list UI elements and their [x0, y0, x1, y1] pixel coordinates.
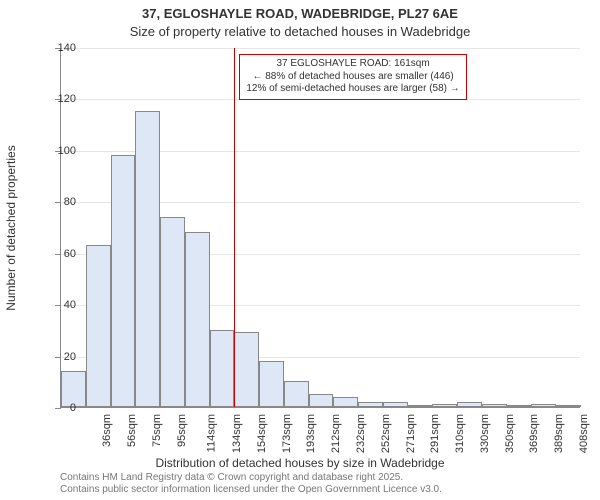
y-tick-label: 20	[36, 351, 76, 363]
annotation-line: 12% of semi-detached houses are larger (…	[246, 83, 459, 96]
y-tick-label: 140	[36, 42, 76, 54]
x-tick-label: 56sqm	[126, 414, 138, 447]
y-axis-label: Number of detached properties	[4, 145, 18, 310]
histogram-bar	[383, 402, 408, 407]
plot-area	[60, 48, 580, 408]
x-tick-label: 310sqm	[454, 414, 466, 453]
annotation-box: 37 EGLOSHAYLE ROAD: 161sqm← 88% of detac…	[239, 54, 466, 100]
x-tick-label: 291sqm	[429, 414, 441, 453]
chart-subtitle: Size of property relative to detached ho…	[0, 24, 600, 39]
x-tick-label: 154sqm	[256, 414, 268, 453]
histogram-bar	[309, 394, 334, 407]
x-tick-label: 330sqm	[479, 414, 491, 453]
histogram-bar	[482, 404, 507, 407]
y-tick-label: 60	[36, 248, 76, 260]
histogram-bar	[358, 402, 383, 407]
chart-title: 37, EGLOSHAYLE ROAD, WADEBRIDGE, PL27 6A…	[0, 6, 600, 21]
x-tick-label: 212sqm	[330, 414, 342, 453]
histogram-bar	[111, 155, 136, 407]
grid-line	[61, 99, 580, 100]
x-tick-label: 193sqm	[306, 414, 318, 453]
x-tick-label: 369sqm	[528, 414, 540, 453]
histogram-bar	[457, 402, 482, 407]
x-tick-label: 114sqm	[206, 414, 218, 452]
y-tick-label: 100	[36, 145, 76, 157]
histogram-bar	[185, 232, 210, 407]
histogram-bar	[259, 361, 284, 407]
x-tick-label: 36sqm	[101, 414, 113, 447]
x-tick-label: 389sqm	[553, 414, 565, 453]
y-tick-label: 40	[36, 299, 76, 311]
x-tick-label: 75sqm	[151, 414, 163, 447]
histogram-bar	[135, 111, 160, 407]
x-tick-label: 134sqm	[231, 414, 243, 453]
x-tick-label: 173sqm	[281, 414, 293, 453]
histogram-bar	[86, 245, 111, 407]
histogram-bar	[160, 217, 185, 407]
x-tick-label: 408sqm	[578, 414, 590, 453]
attribution-text: Contains HM Land Registry data © Crown c…	[60, 472, 442, 496]
histogram-bar	[284, 381, 309, 407]
histogram-bar	[432, 404, 457, 407]
x-tick-label: 232sqm	[355, 414, 367, 453]
reference-line	[234, 48, 235, 407]
y-tick-label: 0	[36, 402, 76, 414]
x-tick-label: 350sqm	[504, 414, 516, 453]
x-tick-label: 95sqm	[176, 414, 188, 447]
x-tick-label: 271sqm	[405, 414, 417, 453]
histogram-bar	[210, 330, 235, 407]
histogram-bar	[234, 332, 259, 407]
histogram-bar	[408, 405, 433, 407]
attribution-line: Contains public sector information licen…	[60, 484, 442, 496]
histogram-bar	[531, 404, 556, 407]
x-axis-label: Distribution of detached houses by size …	[0, 456, 600, 470]
histogram-bar	[333, 397, 358, 407]
x-tick-label: 252sqm	[380, 414, 392, 453]
y-tick-label: 120	[36, 93, 76, 105]
annotation-line: 37 EGLOSHAYLE ROAD: 161sqm	[246, 58, 459, 71]
chart-container: 37, EGLOSHAYLE ROAD, WADEBRIDGE, PL27 6A…	[0, 0, 600, 500]
histogram-bar	[507, 405, 532, 407]
y-tick-label: 80	[36, 196, 76, 208]
histogram-bar	[556, 405, 581, 407]
annotation-line: ← 88% of detached houses are smaller (44…	[246, 71, 459, 84]
attribution-line: Contains HM Land Registry data © Crown c…	[60, 472, 442, 484]
grid-line	[61, 48, 580, 49]
